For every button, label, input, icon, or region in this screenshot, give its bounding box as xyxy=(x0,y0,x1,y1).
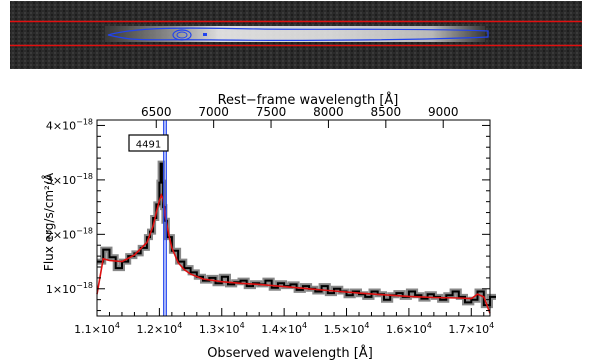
y-tick-label-2: 2×10−18 xyxy=(46,226,93,241)
y-tick-label-4: 4×10−18 xyxy=(46,117,93,132)
top-tick-label-3: 7500 xyxy=(256,105,287,119)
spectrum-2d-image xyxy=(10,1,582,69)
y-axis-title: Flux erg/s/cm²/Å xyxy=(41,172,56,271)
x-axis-title: Observed wavelength [Å] xyxy=(207,345,373,361)
y-tick-label-1: 1×10−18 xyxy=(46,281,93,296)
x-tick-label-5: 1.5×104 xyxy=(324,321,370,336)
series-model-fit xyxy=(96,192,491,314)
plot-frame xyxy=(96,119,491,317)
line-emission-contour xyxy=(172,29,192,41)
x-tick-label-3: 1.3×104 xyxy=(199,321,245,336)
object-id-label: 4491 xyxy=(136,140,161,151)
object-id-box: 4491 xyxy=(128,134,169,152)
top-tick-label-4: 8000 xyxy=(313,105,344,119)
top-tick-label-5: 8500 xyxy=(371,105,402,119)
top-tick-label-1: 6500 xyxy=(141,105,172,119)
top-axis-title: Rest−frame wavelength [Å] xyxy=(218,92,399,108)
trace-contour xyxy=(107,27,489,41)
top-tick-label-2: 7000 xyxy=(198,105,229,119)
x-tick-label-2: 1.2×104 xyxy=(136,321,182,336)
y-tick-label-3: 3×10−18 xyxy=(46,172,93,187)
x-tick-label-4: 1.4×104 xyxy=(261,321,307,336)
top-tick-label-6: 9000 xyxy=(428,105,459,119)
x-tick-label-7: 1.7×104 xyxy=(448,321,494,336)
x-tick-label-1: 1.1×104 xyxy=(74,321,120,336)
x-tick-label-6: 1.6×104 xyxy=(386,321,432,336)
